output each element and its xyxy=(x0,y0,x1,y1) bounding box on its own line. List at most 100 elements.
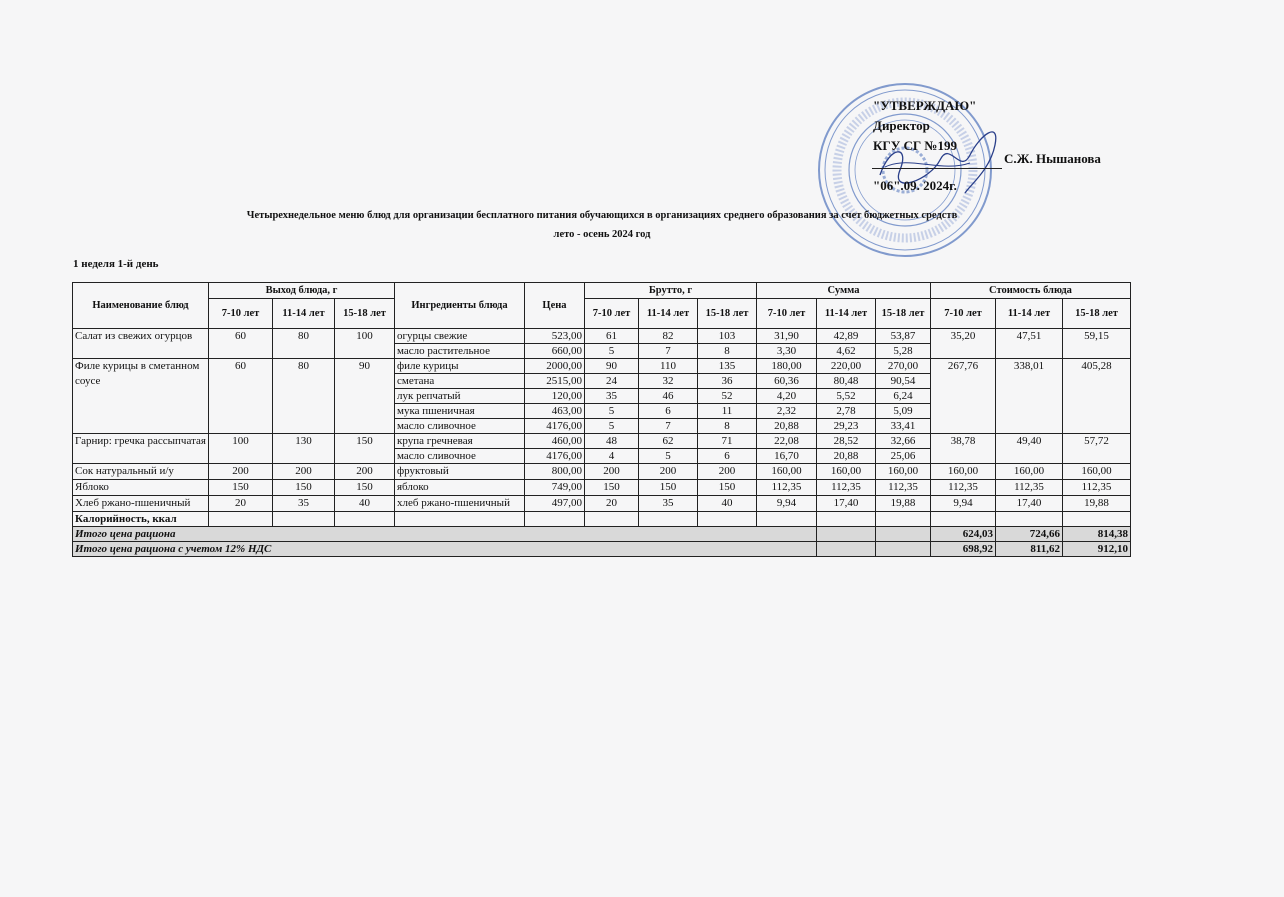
dish-yield: 200 xyxy=(208,463,273,480)
ingredient-price: 463,00 xyxy=(524,403,585,419)
ingredient-name: фруктовый xyxy=(394,463,525,480)
dish-yield: 200 xyxy=(334,463,395,480)
table-row: масло сливочное 4176,00 4 5 6 16,70 20,88 25,06 xyxy=(73,448,1131,464)
calories-value xyxy=(1062,511,1131,527)
ingredient-sum: 112,35 xyxy=(756,479,817,496)
header-age: 11-14 лет xyxy=(816,298,876,329)
dish-cost: 160,00 xyxy=(930,463,996,480)
total-value: 698,92 xyxy=(930,541,996,557)
table-row: Гарнир: гречка рассыпчатая 100 130 150 крупа… xyxy=(72,433,1131,464)
calories-row: Калорийность, ккал xyxy=(72,511,1131,527)
ingredient-price: 800,00 xyxy=(524,463,585,480)
dish-cost: 19,88 xyxy=(1062,495,1131,512)
dish-cost: 405,28 xyxy=(1062,358,1131,434)
ingredient-brutto: 62 xyxy=(638,433,698,449)
dish-yield: 150 xyxy=(334,479,395,496)
dish-yield: 40 xyxy=(334,495,395,512)
header-dish: Наименование блюд xyxy=(72,282,209,329)
ingredient-price: 660,00 xyxy=(524,343,585,359)
total-row: Итого цена рациона 624,03 724,66 814,38 xyxy=(72,526,1131,542)
ingredient-brutto: 61 xyxy=(584,328,639,344)
dish-yield: 80 xyxy=(272,358,335,434)
dish-cost: 338,01 xyxy=(995,358,1063,434)
calories-value xyxy=(394,511,525,527)
ingredient-sum: 112,35 xyxy=(816,479,876,496)
header-ingredients: Ингредиенты блюда xyxy=(394,282,525,329)
calories-value xyxy=(697,511,757,527)
ingredient-price: 4176,00 xyxy=(524,448,585,464)
dish-name: Гарнир: гречка рассыпчатая xyxy=(72,433,209,464)
calories-value xyxy=(756,511,817,527)
ingredient-brutto: 5 xyxy=(638,448,698,464)
dish-yield: 60 xyxy=(208,328,273,359)
official-stamp xyxy=(818,83,992,257)
ingredient-brutto: 20 xyxy=(584,495,639,512)
ingredient-sum: 3,30 xyxy=(756,343,817,359)
ingredient-name: масло сливочное xyxy=(394,448,525,464)
dish-name: Сок натуральный и/у xyxy=(72,463,209,480)
ingredient-brutto: 36 xyxy=(697,373,757,389)
ingredient-name: крупа гречневая xyxy=(394,433,525,449)
header-age: 7-10 лет xyxy=(208,298,273,329)
ingredient-price: 460,00 xyxy=(524,433,585,449)
ingredient-price: 749,00 xyxy=(524,479,585,496)
header-age: 15-18 лет xyxy=(334,298,395,329)
ingredient-name: хлеб ржано-пшеничный xyxy=(394,495,525,512)
dish-yield: 150 xyxy=(272,479,335,496)
ingredient-brutto: 48 xyxy=(584,433,639,449)
dish-cost: 38,78 xyxy=(930,433,996,464)
header-age: 11-14 лет xyxy=(272,298,335,329)
dish-cost: 160,00 xyxy=(995,463,1063,480)
ingredient-price: 2000,00 xyxy=(524,358,585,374)
table-row: сметана 2515,00 24 32 36 60,36 80,48 90,54 xyxy=(73,373,1131,389)
ingredient-sum: 19,88 xyxy=(875,495,931,512)
total-label: Итого цена рациона xyxy=(72,526,817,542)
ingredient-brutto: 7 xyxy=(638,343,698,359)
dish-yield: 100 xyxy=(208,433,273,464)
dish-yield: 130 xyxy=(272,433,335,464)
ingredient-sum: 29,23 xyxy=(816,418,876,434)
ingredient-brutto: 32 xyxy=(638,373,698,389)
document-subtitle: лето - осень 2024 год xyxy=(553,229,651,240)
approval-heading: "УТВЕРЖДАЮ" xyxy=(873,98,977,113)
ingredient-brutto: 4 xyxy=(584,448,639,464)
total-empty xyxy=(875,541,931,557)
calories-value xyxy=(816,511,876,527)
table-row: Хлеб ржано-пшеничный 20 35 40 хлеб ржано-пше… xyxy=(72,495,1131,512)
dish-name: Филе курицы в сметанном соусе xyxy=(72,358,209,434)
total-value: 811,62 xyxy=(995,541,1063,557)
calories-value xyxy=(272,511,335,527)
calories-value xyxy=(930,511,996,527)
ingredient-brutto: 11 xyxy=(697,403,757,419)
ingredient-sum: 160,00 xyxy=(816,463,876,480)
dish-cost: 57,72 xyxy=(1062,433,1131,464)
total-label: Итого цена рациона с учетом 12% НДС xyxy=(72,541,817,557)
ingredient-sum: 28,52 xyxy=(816,433,876,449)
dish-cost: 9,94 xyxy=(930,495,996,512)
dish-cost: 267,76 xyxy=(930,358,996,434)
ingredient-sum: 20,88 xyxy=(756,418,817,434)
dish-yield: 90 xyxy=(334,358,395,434)
dish-yield: 200 xyxy=(272,463,335,480)
signer-name: С.Ж. Нышанова xyxy=(1004,151,1101,166)
total-value: 912,10 xyxy=(1062,541,1131,557)
dish-cost: 59,15 xyxy=(1062,328,1131,359)
ingredient-brutto: 52 xyxy=(697,388,757,404)
ingredient-name: масло растительное xyxy=(394,343,525,359)
table-row: Сок натуральный и/у 200 200 200 фруктовый 800… xyxy=(72,463,1131,480)
header-row-ages: 7-10 лет 11-14 лет 15-18 лет 7-10 лет 11-14 … xyxy=(73,298,1131,329)
ingredient-name: сметана xyxy=(394,373,525,389)
dish-yield: 100 xyxy=(334,328,395,359)
ingredient-price: 2515,00 xyxy=(524,373,585,389)
table-row: масло сливочное 4176,00 5 7 8 20,88 29,23 33,41 xyxy=(73,418,1131,434)
ingredient-sum: 160,00 xyxy=(875,463,931,480)
approval-organization: КГУ СГ №199 xyxy=(873,138,957,153)
header-age: 11-14 лет xyxy=(995,298,1063,329)
ingredient-sum: 112,35 xyxy=(875,479,931,496)
ingredient-brutto: 6 xyxy=(697,448,757,464)
calories-value xyxy=(208,511,273,527)
ingredient-sum: 2,32 xyxy=(756,403,817,419)
ingredient-brutto: 24 xyxy=(584,373,639,389)
approval-date: "06".09. 2024г. xyxy=(873,178,957,193)
ingredient-brutto: 200 xyxy=(638,463,698,480)
